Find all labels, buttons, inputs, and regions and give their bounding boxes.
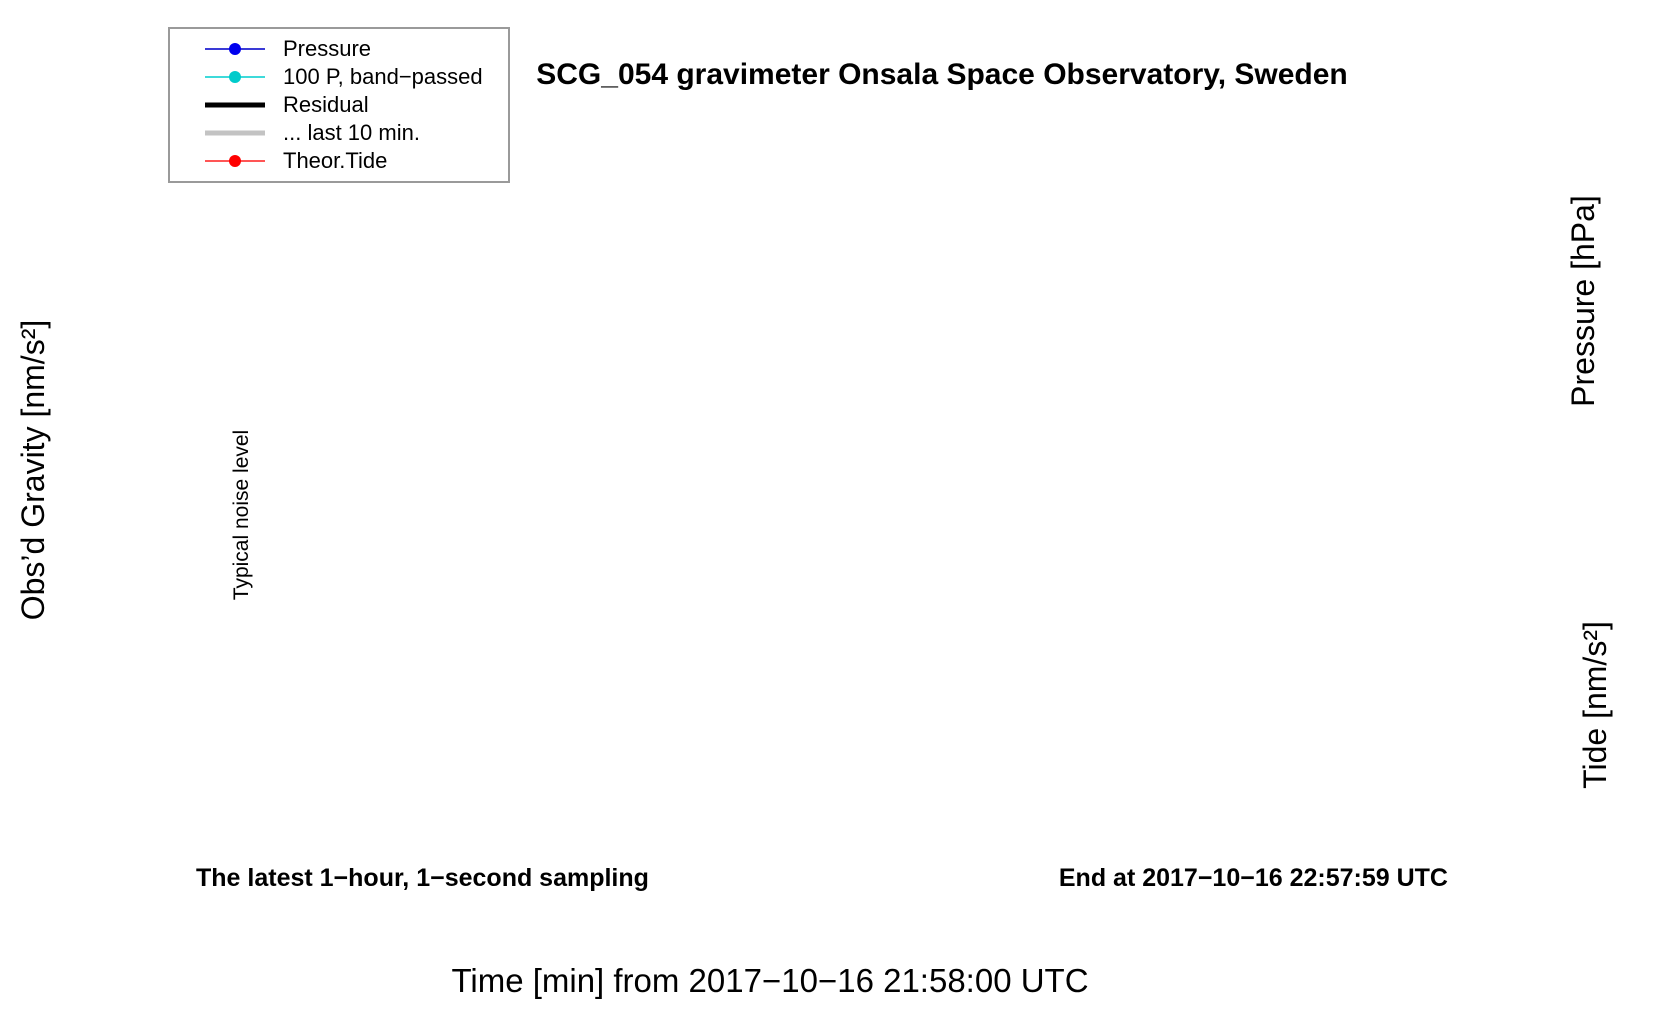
sampling-annotation: The latest 1−hour, 1−second sampling: [196, 864, 649, 892]
noise-level-label: Typical noise level: [230, 430, 253, 600]
y-axis-tide-label: Tide [nm/s²]: [1577, 621, 1613, 789]
residual-line-icon: [205, 98, 265, 112]
legend-label-theor-tide: Theor.Tide: [283, 148, 388, 173]
legend-label-last10: ... last 10 min.: [283, 120, 420, 145]
legend-item-pressure: Pressure: [170, 35, 508, 63]
legend: Pressure 100 P, band−passed Residual ...…: [168, 27, 510, 183]
chart-title: SCG_054 gravimeter Onsala Space Observat…: [536, 58, 1348, 91]
end-time-annotation: End at 2017−10−16 22:57:59 UTC: [1059, 864, 1448, 892]
x-axis-label: Time [min] from 2017−10−16 21:58:00 UTC: [451, 962, 1088, 999]
legend-label-residual: Residual: [283, 92, 369, 117]
legend-item-theor-tide: Theor.Tide: [170, 147, 508, 175]
chart-text-layer: SCG_054 gravimeter Onsala Space Observat…: [15, 58, 1613, 999]
last10-line-icon: [205, 126, 265, 140]
pressure-line-icon: [205, 42, 265, 56]
legend-item-last10: ... last 10 min.: [170, 119, 508, 147]
legend-label-band-passed: 100 P, band−passed: [283, 64, 483, 89]
legend-label-pressure: Pressure: [283, 36, 372, 61]
y-axis-left-label: Obs’d Gravity [nm/s²]: [15, 320, 51, 621]
legend-item-residual: Residual: [170, 91, 508, 119]
band-passed-line-icon: [205, 70, 265, 84]
y-axis-pressure-label: Pressure [hPa]: [1565, 195, 1601, 407]
theor-tide-line-icon: [205, 154, 265, 168]
legend-item-band-passed: 100 P, band−passed: [170, 63, 508, 91]
